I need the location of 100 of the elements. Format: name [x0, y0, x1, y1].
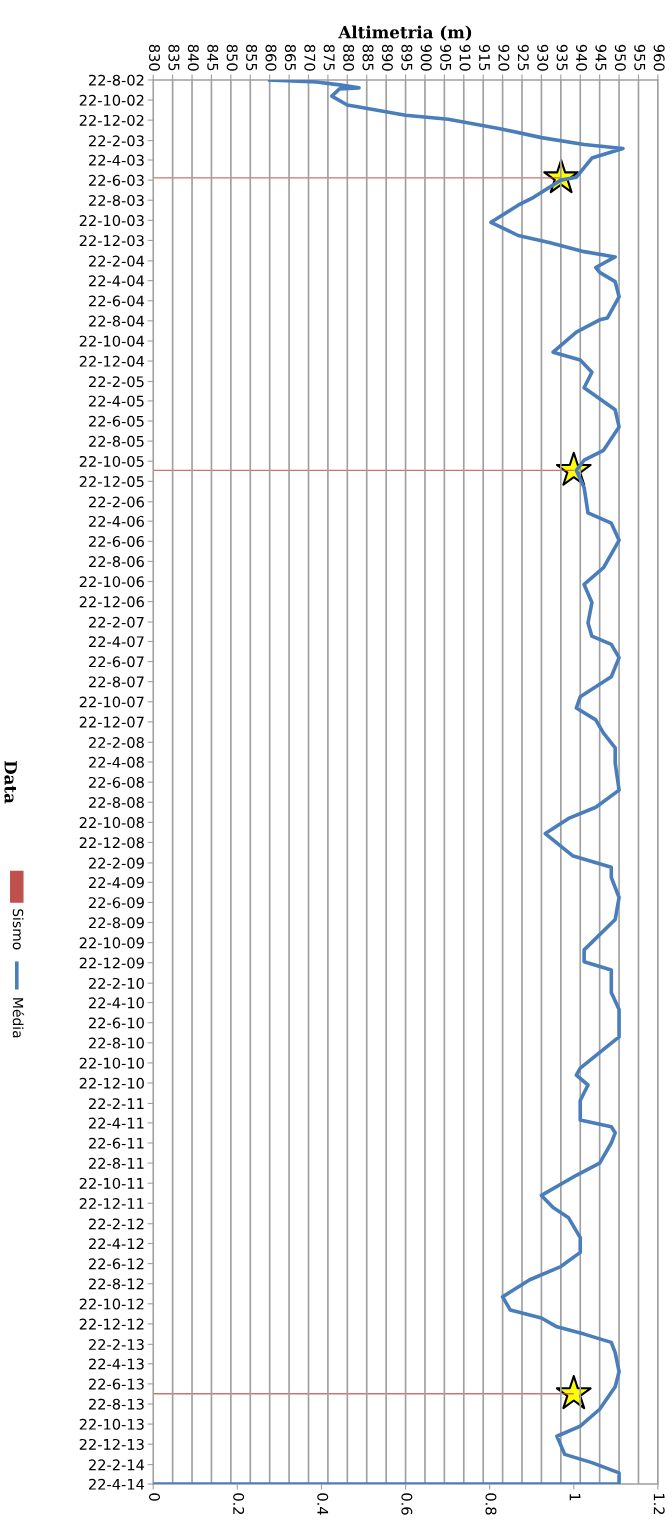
y-tick-label: 22-6-09	[89, 897, 144, 909]
y-tick-label: 22-2-05	[89, 376, 144, 388]
x2-tick-label: 935	[556, 44, 568, 71]
x2-tick-label: 840	[187, 44, 199, 71]
y-tick-label: 22-12-03	[79, 235, 144, 247]
y-tick-label: 22-6-06	[89, 536, 144, 548]
y-tick-label: 22-4-03	[89, 154, 144, 166]
y-tick-label: 22-6-08	[89, 776, 144, 788]
y-tick-label: 22-4-14	[89, 1478, 145, 1490]
x2-tick-label: 930	[537, 44, 549, 71]
y-tick-label: 22-2-10	[89, 977, 144, 989]
y-tick-label: 22-6-03	[89, 174, 144, 186]
x2-tick-label: 870	[304, 44, 316, 71]
y-tick-label: 22-12-13	[79, 1438, 144, 1450]
y-tick-label: 22-4-05	[89, 395, 144, 407]
y-tick-label: 22-12-11	[79, 1198, 144, 1209]
x2-tick-label: 945	[595, 44, 607, 71]
y-tick-label: 22-2-04	[89, 255, 145, 267]
x2-tick-label: 845	[207, 44, 219, 71]
x2-tick-label: 920	[498, 44, 510, 71]
y-tick-label: 22-6-05	[89, 415, 144, 427]
y-tick-label: 22-12-12	[79, 1318, 144, 1330]
x2-tick-label: 950	[614, 44, 626, 71]
y-tick-label: 22-8-07	[89, 676, 144, 688]
y-tick-label: 22-12-08	[79, 837, 144, 849]
x2-tick-label: 850	[226, 44, 238, 71]
y-tick-label: 22-2-11	[89, 1098, 144, 1109]
y-tick-label: 22-8-03	[89, 194, 144, 206]
y-tick-label: 22-6-10	[89, 1017, 144, 1029]
x-tick-label: 0	[148, 1493, 161, 1501]
x-tick-label: 1.2	[653, 1493, 665, 1515]
y-tick-label: 22-12-02	[79, 114, 144, 126]
y-tick-label: 22-2-07	[89, 616, 144, 628]
x2-tick-label: 830	[148, 44, 161, 71]
y-tick-label: 22-8-11	[89, 1157, 144, 1169]
y-tick-label: 22-12-06	[79, 596, 144, 608]
y-tick-label: 22-12-05	[79, 476, 144, 488]
y-tick-label: 22-2-03	[89, 135, 144, 147]
x2-tick-label: 940	[576, 44, 588, 71]
y-tick-label: 22-4-10	[89, 997, 144, 1009]
y-tick-label: 22-8-10	[89, 1037, 144, 1049]
x2-tick-label: 890	[381, 44, 393, 71]
y-tick-label: 22-12-07	[79, 716, 144, 728]
x2-tick-label: 885	[362, 44, 374, 71]
y-tick-label: 22-10-11	[79, 1177, 144, 1189]
y-tick-label: 22-4-11	[89, 1117, 144, 1129]
y-tick-label: 22-10-13	[79, 1418, 144, 1430]
x2-tick-label: 855	[246, 44, 258, 71]
y-tick-label: 22-10-03	[79, 215, 144, 227]
y-tick-label: 22-10-05	[79, 455, 144, 467]
x2-tick-label: 910	[459, 44, 471, 71]
y-tick-label: 22-10-07	[79, 696, 144, 708]
y-tick-label: 22-4-12	[89, 1238, 144, 1250]
y-tick-label: 22-8-06	[89, 556, 144, 568]
y-tick-label: 22-8-13	[89, 1398, 144, 1410]
x-tick-label: 0.2	[233, 1493, 245, 1515]
y-tick-label: 22-6-11	[89, 1137, 144, 1149]
y-tick-label: 22-10-08	[79, 817, 144, 829]
x2-tick-label: 835	[168, 44, 180, 71]
x2-tick-label: 875	[323, 44, 335, 71]
x-tick-label: 0.4	[317, 1493, 329, 1515]
y-tick-label: 22-10-04	[79, 335, 145, 347]
x2-tick-label: 905	[440, 44, 452, 71]
x2-tick-label: 925	[517, 44, 529, 71]
y-tick-label: 22-4-04	[89, 275, 145, 287]
legend-label: Média	[12, 998, 25, 1038]
y-tick-label: 22-8-08	[89, 796, 144, 809]
y-tick-label: 22-6-07	[89, 656, 144, 668]
x2-tick-label: 895	[401, 44, 413, 71]
y-tick-label: 22-4-06	[89, 515, 144, 527]
y-tick-label: 22-10-02	[79, 94, 144, 106]
y-tick-label: 22-2-14	[89, 1459, 145, 1471]
y-tick-label: 22-8-05	[89, 435, 144, 447]
x2-tick-label: 915	[478, 44, 490, 71]
y-tick-label: 22-4-13	[89, 1358, 144, 1370]
y-tick-label: 22-2-08	[89, 737, 144, 749]
x2-tick-label: 900	[420, 44, 432, 71]
y-tick-label: 22-2-06	[89, 496, 144, 508]
y-tick-label: 22-4-08	[89, 756, 144, 768]
x2-tick-label: 960	[653, 44, 665, 71]
y-tick-label: 22-10-12	[79, 1298, 144, 1310]
y-tick-label: 22-2-09	[89, 857, 144, 869]
x2-tick-label: 865	[284, 44, 296, 71]
y-tick-label: 22-2-13	[89, 1339, 144, 1351]
x2-axis-title: Altimetria (m)	[338, 25, 472, 41]
x2-tick-label: 860	[265, 44, 277, 71]
y-tick-label: 22-12-04	[79, 355, 145, 367]
y-tick-label: 22-4-07	[89, 636, 144, 648]
y-tick-label: 22-10-06	[79, 576, 144, 588]
x2-tick-label: 955	[634, 44, 646, 71]
x-tick-label: 0.6	[401, 1493, 413, 1515]
y-tick-label: 22-6-12	[89, 1258, 144, 1270]
y-tick-label: 22-4-09	[89, 877, 144, 889]
x-tick-label: 0.8	[485, 1493, 497, 1515]
y-tick-label: 22-8-12	[89, 1278, 144, 1290]
y-tick-label: 22-12-09	[79, 957, 144, 969]
x-tick-label: 1	[569, 1493, 581, 1501]
y-axis-title: Data	[4, 760, 17, 804]
y-tick-label: 22-8-02	[89, 74, 144, 86]
x2-tick-label: 880	[343, 44, 355, 71]
